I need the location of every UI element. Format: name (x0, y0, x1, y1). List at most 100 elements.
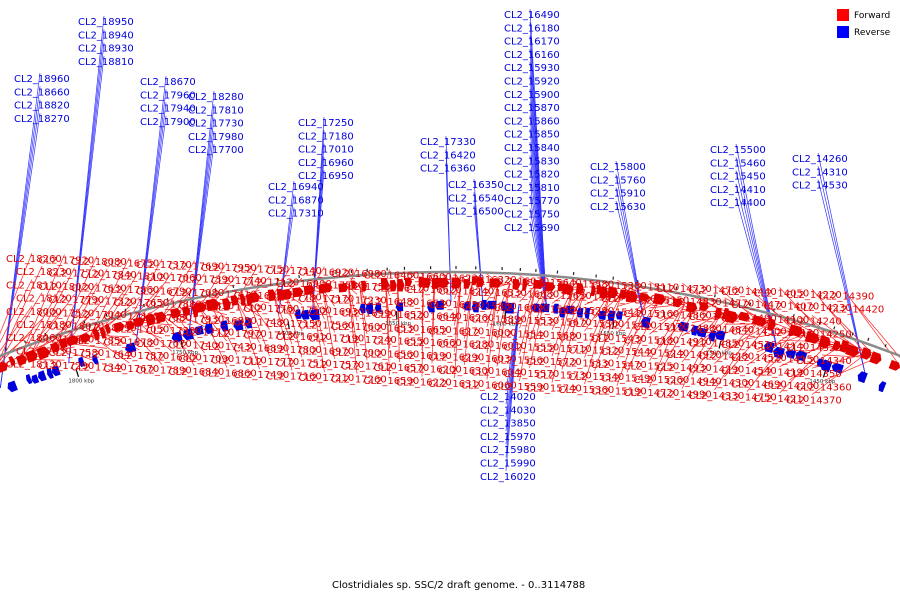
reverse-gene (795, 350, 808, 362)
gene-label: CL2_15160 (624, 309, 680, 320)
forward-gene (321, 283, 333, 293)
connector-line (0, 252, 33, 335)
forward-gene (205, 298, 220, 312)
gene-label: CL2_15830 (504, 156, 560, 167)
gene-label: CL2_14770 (699, 299, 755, 310)
gene-label: CL2_18080 (71, 257, 127, 268)
gene-label: CL2_16570 (374, 363, 430, 374)
gene-label: CL2_17640 (81, 349, 137, 360)
gene-label: CL2_16490 (504, 10, 560, 21)
gene-label: CL2_15240 (634, 349, 690, 360)
forward-gene (267, 289, 276, 302)
gene-label: CL2_15380 (591, 281, 647, 292)
tick-label: 1550 kbp (600, 331, 626, 337)
gene-label: CL2_18950 (78, 17, 134, 28)
gene-label: CL2_17010 (298, 145, 354, 156)
feature-mark (792, 314, 795, 318)
gene-label: CL2_14300 (699, 378, 755, 389)
reverse-gene (785, 349, 796, 359)
gene-label: CL2_17070 (136, 339, 192, 350)
connector-line (529, 285, 548, 342)
connector-line (359, 285, 368, 308)
forward-gene (194, 302, 207, 314)
forward-gene (845, 344, 860, 357)
gene-label: CL2_14280 (699, 352, 755, 363)
gene-label: CL2_16600 (396, 272, 452, 283)
tick-label: 1600 kbp (493, 321, 519, 327)
feature-mark (124, 308, 127, 312)
gene-label: CL2_18270 (14, 114, 70, 125)
gene-label: CL2_15560 (494, 356, 550, 367)
connector-line (817, 179, 866, 376)
gene-label: CL2_16190 (396, 351, 452, 362)
reverse-gene (7, 380, 18, 393)
gene-label: CL2_16010 (471, 341, 527, 352)
gene-label: CL2_14320 (786, 343, 842, 354)
connector-line (284, 292, 303, 332)
gene-label: CL2_14130 (764, 328, 820, 339)
reverse-gene (480, 299, 487, 310)
gene-label: CL2_15410 (591, 307, 647, 318)
feature-mark (251, 281, 253, 285)
gene-label: CL2_17310 (268, 209, 324, 220)
gene-label: CL2_16840 (169, 367, 225, 378)
forward-gene (738, 311, 750, 322)
gene-label: CL2_15860 (504, 116, 560, 127)
gene-label: CL2_16230 (429, 274, 485, 285)
connector-line (54, 282, 98, 347)
gene-label: CL2_14510 (721, 340, 777, 351)
forward-gene (99, 326, 106, 339)
gene-label: CL2_17160 (266, 372, 322, 383)
gene-label: CL2_15930 (504, 63, 560, 74)
gene-label: CL2_18090 (81, 323, 137, 334)
connector-line (68, 55, 105, 364)
gene-label: CL2_17140 (266, 266, 322, 277)
tick-label: 1800 kbp (68, 379, 94, 385)
reverse-gene (857, 371, 868, 384)
forward-gene (418, 276, 424, 288)
gene-label: CL2_15460 (710, 158, 766, 169)
reverse-gene (576, 307, 584, 318)
gene-label: CL2_16240 (439, 287, 495, 298)
gene-label: CL2_16330 (471, 288, 527, 299)
gene-label: CL2_15150 (634, 296, 690, 307)
connector-line (616, 297, 649, 360)
gene-label: CL2_15840 (504, 143, 560, 154)
forward-gene (222, 298, 231, 311)
gene-label: CL2_15720 (526, 357, 582, 368)
gene-label: CL2_15850 (504, 130, 560, 141)
connector-line (724, 323, 770, 378)
gene-label: CL2_14370 (786, 396, 842, 407)
gene-label: CL2_17380 (146, 326, 202, 337)
gene-label: CL2_15820 (504, 170, 560, 181)
connector-line (496, 283, 511, 314)
forward-gene (522, 278, 528, 291)
gene-label: CL2_16520 (374, 310, 430, 321)
connector-line (649, 304, 685, 361)
forward-gene (423, 277, 431, 288)
tick-mark (718, 340, 722, 349)
gene-label: CL2_14860 (656, 310, 712, 321)
forward-gene (125, 320, 135, 331)
gene-label: CL2_14100 (754, 315, 810, 326)
gene-label: CL2_15630 (590, 202, 646, 213)
forward-gene (562, 283, 574, 295)
connector-line (347, 286, 358, 348)
connector-line (615, 160, 644, 318)
gene-label: CL2_18260 (6, 254, 62, 265)
gene-label: CL2_16560 (364, 350, 420, 361)
connector-line (19, 358, 65, 361)
gene-label: CL2_18230 (16, 267, 72, 278)
gene-label: CL2_18100 (114, 272, 170, 283)
gene-label: CL2_14350 (786, 369, 842, 380)
gene-label: CL2_14540 (721, 366, 777, 377)
gene-label: CL2_16290 (429, 353, 485, 364)
forward-gene (113, 321, 125, 332)
connector-line (29, 267, 75, 356)
gene-label: CL2_17210 (299, 373, 355, 384)
connector-line (746, 330, 795, 340)
forward-gene (154, 311, 167, 324)
forward-gene (8, 356, 15, 367)
reverse-gene (25, 374, 33, 385)
connector-line (519, 284, 537, 355)
